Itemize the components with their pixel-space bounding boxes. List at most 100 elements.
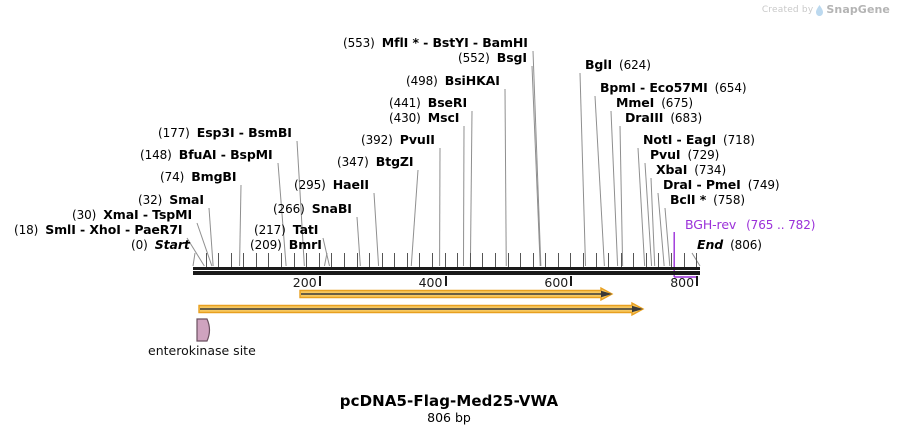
ruler-minor-tick bbox=[684, 253, 685, 267]
ruler-minor-tick bbox=[570, 253, 571, 267]
ruler-minor-tick bbox=[231, 253, 232, 267]
ruler-tick-label: 400 bbox=[418, 275, 443, 290]
enzyme-position: (683) bbox=[670, 111, 703, 125]
ruler-minor-tick bbox=[419, 253, 420, 267]
enzyme-label-xmai[interactable]: (30) XmaI - TspMI bbox=[72, 208, 192, 222]
primer-name: BGH-rev bbox=[685, 217, 737, 232]
enzyme-name: BtgZI bbox=[375, 154, 414, 169]
ruler-minor-tick bbox=[470, 253, 471, 267]
enzyme-label-haeii[interactable]: (295) HaeII bbox=[294, 178, 369, 192]
enzyme-name: BfuAI - BspMI bbox=[178, 147, 273, 162]
enzyme-position: (675) bbox=[661, 96, 693, 110]
enzyme-name: SmaI bbox=[169, 192, 204, 207]
enzyme-name: BseRI bbox=[427, 95, 468, 110]
enzyme-position: (295) bbox=[294, 178, 326, 192]
enzyme-name: BmgBI bbox=[191, 169, 237, 184]
ruler-minor-tick bbox=[482, 253, 483, 267]
enzyme-name: PvuI bbox=[650, 147, 681, 162]
enzyme-name: NotI - EagI bbox=[643, 132, 717, 147]
enzyme-label-noti[interactable]: NotI - EagI (718) bbox=[643, 133, 755, 147]
primer-label-bgh-rev[interactable]: BGH-rev (765 .. 782) bbox=[685, 218, 815, 232]
enzyme-name: DraIII bbox=[625, 110, 664, 125]
ruler-minor-tick bbox=[394, 253, 395, 267]
enzyme-label-drai[interactable]: DraI - PmeI (749) bbox=[663, 178, 780, 192]
ruler-minor-tick bbox=[545, 253, 546, 267]
ruler-major-tick bbox=[570, 276, 572, 286]
primer-range: (765 .. 782) bbox=[746, 218, 816, 232]
enzyme-label-pvui[interactable]: PvuI (729) bbox=[650, 148, 719, 162]
enzyme-label-bcli[interactable]: BclI * (758) bbox=[670, 193, 745, 207]
ruler-minor-tick bbox=[558, 253, 559, 267]
ruler-minor-tick bbox=[319, 253, 320, 267]
ruler-minor-tick bbox=[243, 253, 244, 267]
enzyme-name: SmlI - XhoI - PaeR7I bbox=[45, 222, 183, 237]
enzyme-name: BsiHKAI bbox=[444, 73, 500, 88]
ruler-minor-tick bbox=[495, 253, 496, 267]
enzyme-position: (209) bbox=[250, 238, 282, 252]
enzyme-name: BmrI bbox=[288, 237, 322, 252]
enzyme-position: (0) bbox=[131, 238, 148, 252]
enzyme-position: (74) bbox=[160, 170, 185, 184]
enzyme-position: (18) bbox=[14, 223, 39, 237]
enzyme-name: BglI bbox=[585, 57, 613, 72]
enzyme-label-bmri[interactable]: (209) BmrI bbox=[250, 238, 322, 252]
ruler-tick-label: 600 bbox=[544, 275, 569, 290]
enzyme-name: End bbox=[697, 237, 724, 252]
enzyme-name: MscI bbox=[427, 110, 460, 125]
enzyme-position: (729) bbox=[687, 148, 720, 162]
ruler-minor-tick bbox=[306, 253, 307, 267]
enzyme-label-xbai[interactable]: XbaI (734) bbox=[656, 163, 726, 177]
enzyme-name: SnaBI bbox=[311, 201, 352, 216]
enterokinase-site-glyph[interactable] bbox=[196, 318, 214, 344]
enzyme-name: XmaI - TspMI bbox=[103, 207, 193, 222]
enzyme-position: (266) bbox=[273, 202, 305, 216]
enzyme-name: HaeII bbox=[332, 177, 369, 192]
enzyme-position: (806) bbox=[730, 238, 762, 252]
enzyme-position: (30) bbox=[72, 208, 97, 222]
enzyme-position: (758) bbox=[713, 193, 745, 207]
upper-orf-arrow[interactable] bbox=[299, 286, 614, 302]
enzyme-label-pvuii[interactable]: (392) PvuII bbox=[361, 133, 435, 147]
ruler-major-tick bbox=[445, 276, 447, 286]
enzyme-name: DraI - PmeI bbox=[663, 177, 741, 192]
enzyme-name: BclI * bbox=[670, 192, 707, 207]
enzyme-position: (654) bbox=[714, 81, 747, 95]
enzyme-label-mfli[interactable]: (553) MflI * - BstYI - BamHI bbox=[343, 36, 528, 50]
enzyme-label-esp3i[interactable]: (177) Esp3I - BsmBI bbox=[158, 126, 292, 140]
feature-label-enterokinase-site: enterokinase site bbox=[148, 343, 256, 358]
enzyme-label-bsgi[interactable]: (552) BsgI bbox=[458, 51, 527, 65]
plasmid-length: 806 bp bbox=[427, 410, 471, 425]
enzyme-label-tati[interactable]: (217) TatI bbox=[254, 223, 318, 237]
lower-orf-arrow[interactable] bbox=[198, 301, 645, 317]
ruler-minor-tick bbox=[621, 253, 622, 267]
enzyme-position: (498) bbox=[406, 74, 438, 88]
enzyme-name: Start bbox=[154, 237, 190, 252]
ruler-minor-tick bbox=[608, 253, 609, 267]
enzyme-name: XbaI bbox=[656, 162, 688, 177]
ruler-minor-tick bbox=[432, 253, 433, 267]
enzyme-label-smai[interactable]: (32) SmaI bbox=[138, 193, 204, 207]
enzyme-label-bgli[interactable]: BglI (624) bbox=[585, 58, 651, 72]
enzyme-label-bpmi[interactable]: BpmI - Eco57MI (654) bbox=[600, 81, 747, 95]
enzyme-label-bmgbi[interactable]: (74) BmgBI bbox=[160, 169, 237, 184]
ruler-minor-tick bbox=[357, 253, 358, 267]
enzyme-label-btgzi[interactable]: (347) BtgZI bbox=[337, 154, 414, 169]
enzyme-label-end[interactable]: End (806) bbox=[697, 238, 762, 252]
watermark-prefix: Created by bbox=[761, 4, 814, 15]
enzyme-label-draiii[interactable]: DraIII (683) bbox=[625, 111, 702, 125]
enzyme-label-mmei[interactable]: MmeI (675) bbox=[616, 96, 693, 110]
enzyme-label-msci[interactable]: (430) MscI bbox=[389, 111, 459, 125]
enzyme-name: PvuII bbox=[399, 132, 435, 147]
enzyme-label-smli[interactable]: (18) SmlI - XhoI - PaeR7I bbox=[14, 222, 183, 237]
enzyme-label-bfuai[interactable]: (148) BfuAI - BspMI bbox=[140, 148, 273, 162]
enzyme-label-snabi[interactable]: (266) SnaBI bbox=[273, 202, 352, 216]
ruler-tick-label: 200 bbox=[292, 275, 317, 290]
enzyme-position: (624) bbox=[619, 58, 651, 72]
enzyme-position: (749) bbox=[747, 178, 780, 192]
enzyme-position: (217) bbox=[254, 223, 286, 237]
ruler-minor-tick bbox=[344, 253, 345, 267]
enzyme-label-bsihkai[interactable]: (498) BsiHKAI bbox=[406, 74, 500, 88]
enzyme-label-bseri[interactable]: (441) BseRI bbox=[389, 96, 467, 110]
enzyme-label-start[interactable]: (0) Start bbox=[131, 238, 190, 252]
